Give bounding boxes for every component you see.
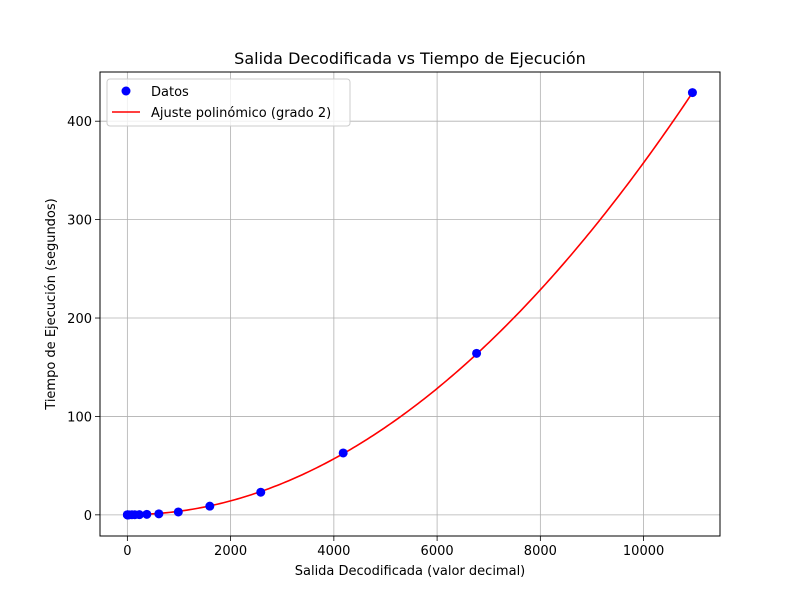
points-layer: [122, 88, 697, 520]
x-tick-label: 2000: [214, 544, 247, 559]
data-point: [142, 509, 152, 519]
legend-label-datos: Datos: [151, 85, 189, 100]
fit-line: [127, 92, 694, 516]
data-point: [134, 510, 144, 520]
y-tick-label: 400: [67, 115, 92, 130]
data-point: [472, 348, 482, 358]
x-tick-label: 6000: [421, 544, 454, 559]
data-point: [338, 448, 348, 458]
grid: [100, 72, 720, 536]
y-tick-label: 100: [67, 410, 92, 425]
y-tick-label: 0: [84, 509, 92, 524]
data-point: [205, 501, 215, 511]
x-tick-label: 8000: [524, 544, 557, 559]
x-tick-label: 10000: [623, 544, 664, 559]
y-tick-label: 300: [67, 214, 92, 229]
chart-title: Salida Decodificada vs Tiempo de Ejecuci…: [234, 49, 586, 68]
y-tick-label: 200: [67, 312, 92, 327]
x-tick-label: 4000: [317, 544, 350, 559]
x-tick-label: 0: [123, 544, 131, 559]
fit-line-layer: [127, 92, 694, 516]
legend-label-ajuste: Ajuste polinómico (grado 2): [151, 106, 331, 121]
data-point: [173, 507, 183, 517]
legend-marker-datos: [121, 86, 131, 96]
ticks: 0 2000 4000 6000 8000 10000 0 100 200 300 400: [67, 115, 664, 559]
legend-box: [106, 78, 351, 127]
x-axis-title: Salida Decodificada (valor decimal): [295, 564, 526, 579]
data-point: [154, 509, 164, 519]
plot-frame: [99, 71, 721, 537]
data-point: [687, 88, 697, 98]
y-axis-title: Tiempo de Ejecución (segundos): [44, 198, 59, 410]
data-point: [256, 487, 266, 497]
legend: Datos Ajuste polinómico (grado 2): [106, 78, 351, 127]
